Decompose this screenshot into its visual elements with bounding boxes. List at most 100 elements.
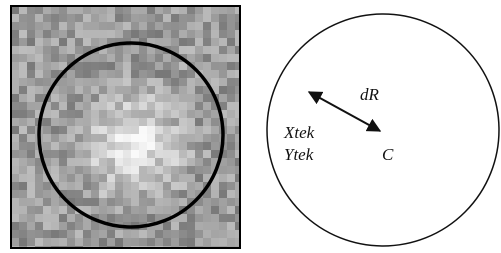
pixel	[11, 142, 19, 150]
pixel	[107, 62, 115, 70]
pixel	[91, 198, 99, 206]
pixel	[99, 86, 107, 94]
pixel	[147, 206, 155, 214]
pixel	[99, 150, 107, 158]
pixel	[163, 134, 171, 142]
pixel	[35, 238, 43, 246]
pixel	[179, 46, 187, 54]
pixel	[75, 158, 83, 166]
pixel	[99, 206, 107, 214]
pixel	[163, 22, 171, 30]
ytek-label: Ytek	[284, 145, 314, 164]
pixel	[131, 110, 139, 118]
pixel	[107, 174, 115, 182]
pixel	[155, 118, 163, 126]
pixel	[43, 118, 51, 126]
pixel	[131, 30, 139, 38]
pixel	[59, 222, 67, 230]
pixel	[43, 30, 51, 38]
pixel	[187, 110, 195, 118]
pixel	[83, 14, 91, 22]
pixel	[59, 30, 67, 38]
pixel	[171, 190, 179, 198]
pixel	[59, 230, 67, 238]
pixel	[99, 238, 107, 246]
pixel	[19, 206, 27, 214]
pixel	[99, 110, 107, 118]
pixel	[211, 30, 219, 38]
pixel	[67, 78, 75, 86]
pixel	[171, 134, 179, 142]
pixel	[27, 78, 35, 86]
pixel	[179, 134, 187, 142]
pixel	[147, 150, 155, 158]
pixel	[91, 54, 99, 62]
pixel	[115, 190, 123, 198]
pixel	[91, 70, 99, 78]
pixel	[51, 134, 59, 142]
pixel	[107, 166, 115, 174]
pixel	[163, 110, 171, 118]
pixel	[83, 134, 91, 142]
pixel	[91, 6, 99, 14]
pixel	[163, 222, 171, 230]
pixel	[59, 158, 67, 166]
pixel	[83, 190, 91, 198]
pixel	[11, 46, 19, 54]
pixel	[171, 94, 179, 102]
pixel	[83, 110, 91, 118]
pixel	[11, 166, 19, 174]
pixel	[67, 94, 75, 102]
pixel	[227, 142, 235, 150]
pixel	[147, 110, 155, 118]
pixel	[171, 182, 179, 190]
pixel	[227, 38, 235, 46]
pixel	[11, 86, 19, 94]
pixel	[131, 54, 139, 62]
pixel	[75, 222, 83, 230]
pixel	[83, 182, 91, 190]
pixel	[59, 110, 67, 118]
pixel	[27, 6, 35, 14]
pixel	[227, 102, 235, 110]
pixel	[11, 70, 19, 78]
pixel	[107, 94, 115, 102]
pixel	[115, 174, 123, 182]
pixel	[155, 78, 163, 86]
pixel	[211, 70, 219, 78]
pixel	[219, 182, 227, 190]
pixel	[107, 126, 115, 134]
pixel	[147, 70, 155, 78]
pixel	[155, 238, 163, 246]
pixel	[147, 142, 155, 150]
pixel	[75, 150, 83, 158]
pixel	[211, 14, 219, 22]
pixel	[67, 126, 75, 134]
pixel	[59, 102, 67, 110]
pixel	[203, 6, 211, 14]
pixel	[43, 222, 51, 230]
pixel	[131, 158, 139, 166]
pixel	[91, 38, 99, 46]
pixel	[51, 118, 59, 126]
pixel	[131, 150, 139, 158]
pixel	[19, 30, 27, 38]
pixel	[139, 6, 147, 14]
pixel	[51, 214, 59, 222]
pixel	[219, 6, 227, 14]
pixel	[187, 22, 195, 30]
pixel	[123, 150, 131, 158]
pixel	[11, 110, 19, 118]
pixel	[163, 190, 171, 198]
pixel	[67, 30, 75, 38]
pixel	[179, 222, 187, 230]
pixel	[163, 198, 171, 206]
pixel	[179, 166, 187, 174]
pixel	[91, 102, 99, 110]
pixel	[155, 30, 163, 38]
pixel	[75, 134, 83, 142]
pixel	[171, 174, 179, 182]
pixel	[187, 222, 195, 230]
pixel	[203, 30, 211, 38]
pixel	[211, 6, 219, 14]
